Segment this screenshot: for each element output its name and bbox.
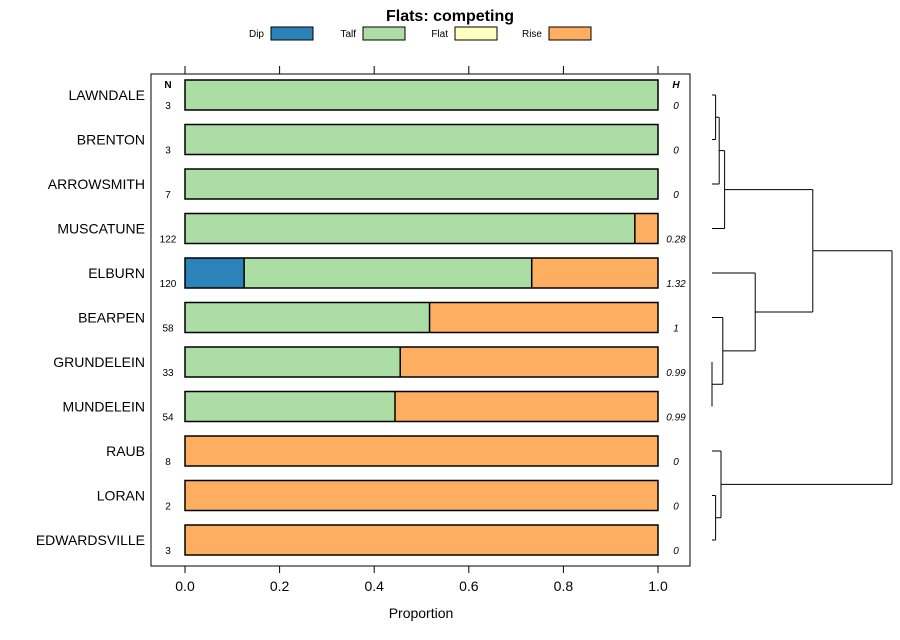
bar-outline (184, 79, 659, 111)
h-value: 0 (673, 457, 679, 468)
bar-segment-rise (185, 525, 658, 555)
h-value: 0 (673, 546, 679, 557)
n-value: 54 (162, 413, 174, 424)
n-value: 3 (165, 546, 171, 557)
bar-segment-talf (185, 124, 658, 155)
x-axis: 0.0 0.2 0.4 0.6 0.8 1.0 (175, 566, 668, 594)
h-value: 0.28 (666, 235, 686, 246)
bar-segment-rise (400, 347, 658, 377)
bar-segment-talf (185, 169, 658, 199)
row-label: MUNDELEIN (63, 399, 145, 415)
chart-title: Flats: competing (386, 8, 514, 25)
bar-segment-rise (634, 213, 658, 244)
row-label: GRUNDELEIN (53, 354, 145, 370)
row-label: BRENTON (77, 132, 145, 148)
h-value: 0 (673, 190, 679, 201)
x-axis-title: Proportion (389, 605, 454, 621)
row-label: ELBURN (88, 265, 145, 281)
bar-segment-rise (531, 258, 658, 288)
bar-outline (184, 301, 659, 334)
bar-segment-rise (185, 436, 658, 466)
legend: Dip Talf Flat Rise (249, 26, 592, 41)
x-tick-label: 0.8 (554, 578, 574, 594)
row-label: ARROWSMITH (48, 176, 145, 192)
bar-segment-rise (395, 391, 658, 422)
legend-label-talf: Talf (340, 29, 356, 40)
n-header: N (164, 80, 171, 91)
h-header: H (672, 80, 680, 91)
h-value: 0 (673, 146, 679, 157)
bar-outline (184, 168, 659, 200)
bar-outline (184, 346, 659, 378)
bar-outline (184, 212, 659, 245)
bar-segment-talf (185, 213, 635, 244)
dendrogram (711, 94, 893, 541)
bar-outline (184, 123, 659, 156)
bar-outline (184, 435, 659, 467)
top-axis-ticks (184, 66, 659, 74)
plot-frame (150, 73, 691, 567)
n-value: 120 (160, 279, 177, 290)
legend-swatch-flat (454, 26, 498, 41)
n-value: 3 (165, 101, 171, 112)
bar-segment-rise (429, 302, 658, 333)
row-label: MUSCATUNE (57, 221, 145, 237)
row-label: EDWARDSVILLE (36, 532, 145, 548)
bar-outline (184, 390, 659, 423)
legend-label-flat: Flat (431, 29, 448, 40)
n-value: 58 (162, 324, 174, 335)
bar-segment-talf (185, 347, 401, 377)
legend-swatch-talf (362, 26, 406, 41)
bar-segment-dip (185, 258, 245, 288)
x-tick-label: 0.0 (175, 578, 195, 594)
legend-label-dip: Dip (249, 29, 264, 40)
bar-rows: LAWNDALE 3 0 BRENTON 3 0 ARROWSMITH 7 0 MUSCATUNE… (36, 79, 686, 557)
n-value: 3 (165, 146, 171, 157)
x-tick-label: 0.4 (364, 578, 384, 594)
h-value: 1.32 (666, 279, 686, 290)
row-label: BEARPEN (78, 310, 145, 326)
bar-segment-talf (185, 302, 430, 333)
h-value: 0.99 (666, 413, 686, 424)
x-tick-label: 1.0 (648, 578, 668, 594)
h-value: 0 (673, 502, 679, 513)
bar-outline (184, 479, 659, 512)
x-tick-label: 0.6 (459, 578, 479, 594)
legend-swatch-rise (548, 26, 592, 41)
bar-outline (184, 524, 659, 556)
h-value: 0 (673, 101, 679, 112)
x-tick-label: 0.2 (270, 578, 290, 594)
row-label: LAWNDALE (68, 87, 145, 103)
legend-label-rise: Rise (522, 29, 542, 40)
n-value: 2 (165, 502, 171, 513)
row-label: RAUB (106, 443, 145, 459)
n-value: 8 (165, 457, 171, 468)
h-value: 1 (673, 324, 679, 335)
n-value: 122 (160, 235, 177, 246)
n-value: 7 (165, 190, 171, 201)
h-value: 0.99 (666, 368, 686, 379)
legend-swatch-dip (270, 26, 314, 41)
bar-segment-talf (185, 391, 396, 422)
row-label: LORAN (97, 488, 145, 504)
bar-segment-talf (185, 80, 658, 110)
bar-segment-talf (244, 258, 532, 288)
bar-segment-rise (185, 480, 658, 511)
n-value: 33 (162, 368, 174, 379)
bar-outline (184, 257, 659, 289)
